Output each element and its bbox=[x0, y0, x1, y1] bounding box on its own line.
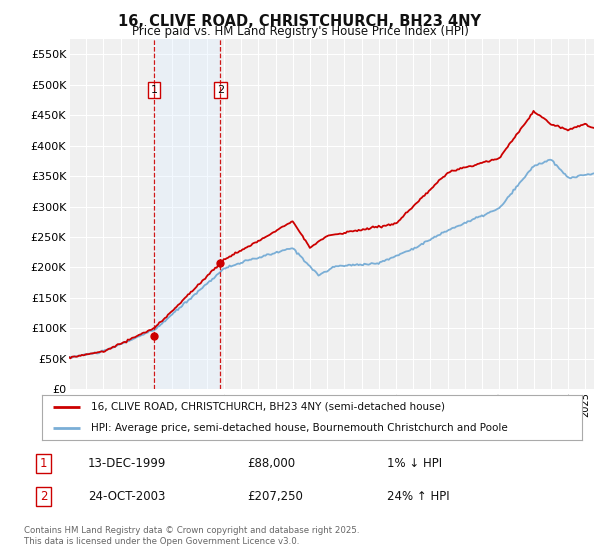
Text: 16, CLIVE ROAD, CHRISTCHURCH, BH23 4NY: 16, CLIVE ROAD, CHRISTCHURCH, BH23 4NY bbox=[119, 14, 482, 29]
Text: £207,250: £207,250 bbox=[247, 490, 303, 503]
Text: £88,000: £88,000 bbox=[247, 457, 295, 470]
Text: 24-OCT-2003: 24-OCT-2003 bbox=[88, 490, 166, 503]
Bar bbox=[154, 39, 220, 389]
Text: 1: 1 bbox=[151, 85, 158, 95]
Text: 13-DEC-1999: 13-DEC-1999 bbox=[88, 457, 167, 470]
Text: 1: 1 bbox=[40, 457, 47, 470]
Text: Price paid vs. HM Land Registry's House Price Index (HPI): Price paid vs. HM Land Registry's House … bbox=[131, 25, 469, 38]
Text: 24% ↑ HPI: 24% ↑ HPI bbox=[387, 490, 449, 503]
Text: 1% ↓ HPI: 1% ↓ HPI bbox=[387, 457, 442, 470]
Text: 2: 2 bbox=[40, 490, 47, 503]
Text: 16, CLIVE ROAD, CHRISTCHURCH, BH23 4NY (semi-detached house): 16, CLIVE ROAD, CHRISTCHURCH, BH23 4NY (… bbox=[91, 402, 445, 412]
Text: Contains HM Land Registry data © Crown copyright and database right 2025.
This d: Contains HM Land Registry data © Crown c… bbox=[24, 526, 359, 546]
Text: HPI: Average price, semi-detached house, Bournemouth Christchurch and Poole: HPI: Average price, semi-detached house,… bbox=[91, 422, 508, 432]
Text: 2: 2 bbox=[217, 85, 224, 95]
